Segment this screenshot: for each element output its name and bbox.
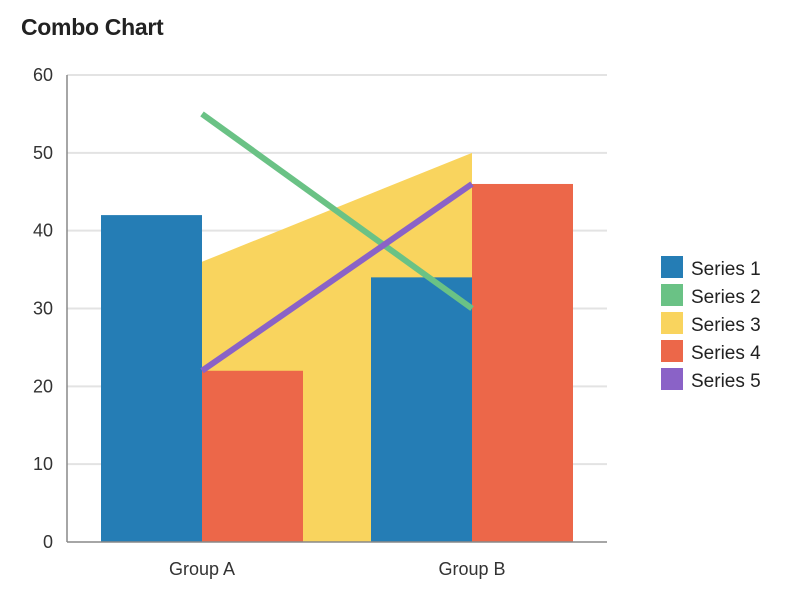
- axes: 0 10 20 30 40 50 60 Group A Group B: [33, 65, 607, 579]
- y-tick-label: 10: [33, 454, 53, 474]
- legend-label: Series 3: [691, 315, 761, 336]
- legend-label: Series 4: [691, 343, 761, 364]
- y-tick-label: 40: [33, 221, 53, 241]
- legend-item-series-3: Series 3: [661, 312, 761, 336]
- legend-label: Series 5: [691, 371, 761, 392]
- line-series-5: [200, 181, 474, 374]
- legend-item-series-1: Series 1: [661, 256, 761, 280]
- y-tick-label: 0: [43, 532, 53, 552]
- legend-swatch: [661, 312, 683, 334]
- x-tick-label: Group B: [438, 559, 505, 579]
- line-series-2: [200, 111, 474, 311]
- bar-series-4-group-b: [472, 183, 573, 542]
- legend-label: Series 1: [691, 259, 761, 280]
- bar-series-1-group-a: [101, 215, 202, 542]
- legend-item-series-2: Series 2: [661, 284, 761, 308]
- y-tick-label: 50: [33, 143, 53, 163]
- legend-item-series-5: Series 5: [661, 368, 761, 392]
- y-tick-label: 30: [33, 299, 53, 319]
- legend-swatch: [661, 284, 683, 306]
- y-tick-label: 20: [33, 376, 53, 396]
- chart-title: Combo Chart: [21, 14, 164, 40]
- x-tick-label: Group A: [169, 559, 235, 579]
- legend: Series 1 Series 2 Series 3 Series 4 Series 5: [661, 256, 761, 392]
- legend-swatch: [661, 368, 683, 390]
- bar-series-4-group-a: [202, 370, 303, 542]
- legend-item-series-4: Series 4: [661, 340, 761, 364]
- y-tick-label: 60: [33, 65, 53, 85]
- line-series-layer: [200, 111, 474, 374]
- legend-label: Series 2: [691, 287, 761, 308]
- legend-swatch: [661, 256, 683, 278]
- bar-series-layer: [101, 183, 573, 542]
- legend-swatch: [661, 340, 683, 362]
- bar-series-1-group-b: [371, 277, 472, 542]
